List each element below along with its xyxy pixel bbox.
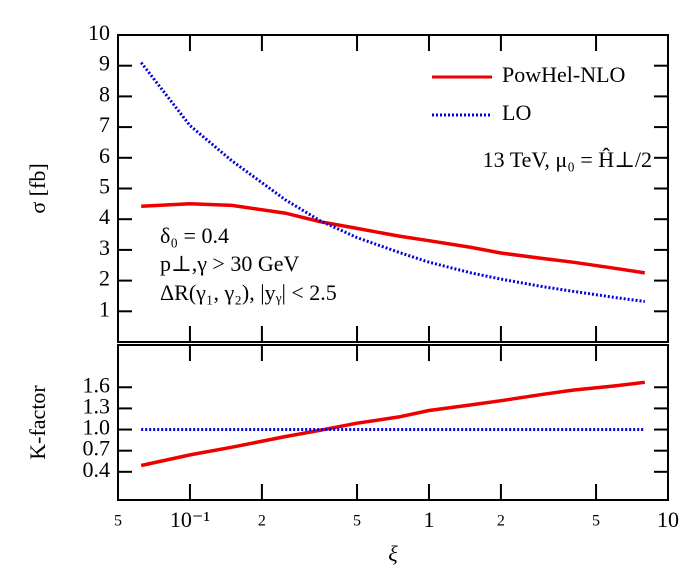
y-tick-label: 1.6 [83, 372, 111, 397]
y-tick-label: 5 [99, 174, 110, 199]
annotation: 13 TeV, μ₀ = Ĥ⊥/2 [483, 147, 652, 172]
legend-label: LO [502, 100, 531, 125]
y-axis-label: K-factor [25, 385, 50, 460]
series-line [141, 202, 646, 275]
y-tick-label: 9 [99, 51, 110, 76]
plot-frame [117, 344, 669, 501]
y-tick-label: 0.7 [83, 436, 111, 461]
x-tick-label: 5 [353, 513, 361, 530]
y-tick-label: 10 [88, 20, 110, 45]
annotation: ΔR(γ₁, γ₂), |yᵧ| < 2.5 [160, 280, 337, 305]
y-tick-label: 2 [99, 266, 110, 291]
y-tick-label: 1 [99, 296, 110, 321]
x-tick-label: 5 [114, 513, 122, 530]
y-tick-label: 6 [99, 143, 110, 168]
x-tick-label: 10 [657, 507, 679, 532]
annotation: p⊥,γ > 30 GeV [160, 251, 299, 276]
x-tick-label: 10⁻¹ [170, 507, 210, 532]
y-tick-label: 4 [99, 204, 110, 229]
y-tick-label: 1.0 [83, 415, 111, 440]
y-tick-label: 3 [99, 235, 110, 260]
y-axis-label: σ [fb] [25, 163, 50, 213]
legend-label: PowHel-NLO [502, 62, 625, 87]
series-line [140, 61, 645, 303]
x-tick-label: 2 [497, 513, 505, 530]
x-tick-label: 5 [592, 513, 600, 530]
y-tick-label: 8 [99, 81, 110, 106]
x-axis-label: ξ [388, 541, 398, 566]
annotation: δ₀ = 0.4 [160, 223, 229, 248]
x-tick-label: 1 [423, 507, 434, 532]
series-line [140, 380, 646, 468]
x-tick-label: 2 [258, 513, 266, 530]
y-tick-label: 1.3 [83, 393, 111, 418]
y-tick-label: 0.4 [83, 457, 111, 482]
y-tick-label: 7 [99, 112, 110, 137]
